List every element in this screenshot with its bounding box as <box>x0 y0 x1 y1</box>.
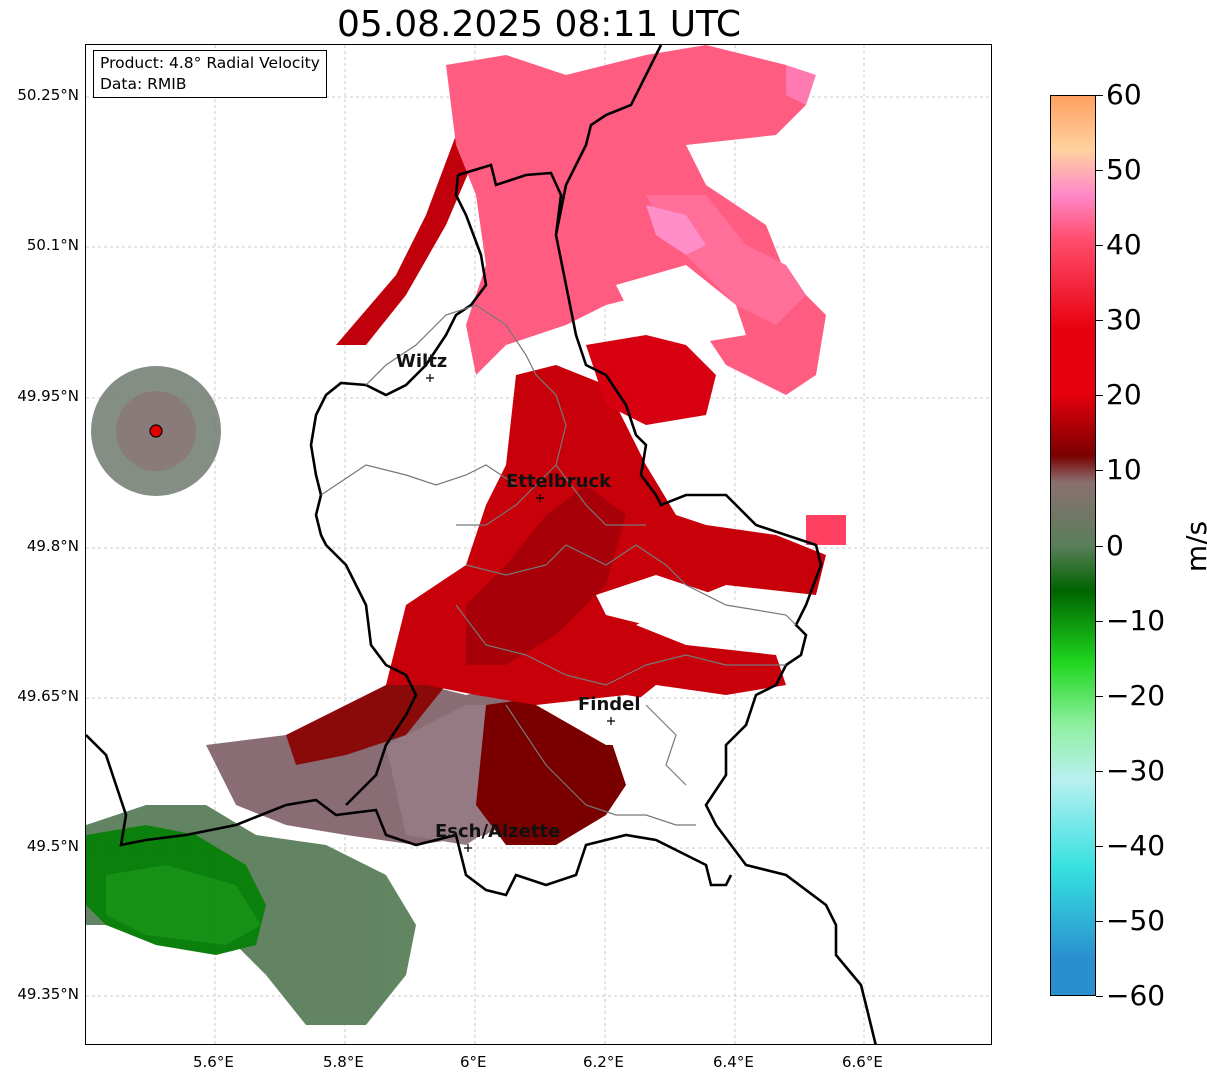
city-label-findel: Findel <box>578 694 641 715</box>
colorbar-tick-mark <box>1096 845 1103 847</box>
district-borders <box>320 304 797 826</box>
colorbar-tick-mark <box>1096 170 1103 172</box>
radar-echo-southwest <box>86 805 416 1025</box>
colorbar-tick-mark <box>1096 395 1103 397</box>
map-title: 05.08.2025 08:11 UTC <box>336 4 742 45</box>
colorbar-tick-label: 50 <box>1106 153 1142 187</box>
city-marker-findel <box>607 717 615 725</box>
lon-tick-label: 5.6°E <box>193 1053 234 1071</box>
colorbar-tick-label: −10 <box>1106 603 1166 637</box>
lat-tick-label: 49.95°N <box>17 387 79 405</box>
colorbar-tick-mark <box>1096 996 1103 997</box>
colorbar-tick-mark <box>1096 695 1103 697</box>
lon-tick-label: 6.4°E <box>713 1053 754 1071</box>
colorbar-tick-mark <box>1096 470 1103 472</box>
radar-echo-red <box>336 135 826 725</box>
city-label-esch-alzette: Esch/Alzette <box>435 821 561 842</box>
radar-site-west <box>91 366 221 496</box>
velocity-colorbar <box>1050 95 1096 996</box>
lat-tick-label: 50.1°N <box>26 236 79 254</box>
radar-location-icon <box>149 424 163 438</box>
radar-map[interactable] <box>85 44 992 1045</box>
lat-tick-label: 49.35°N <box>17 985 79 1003</box>
lat-tick-label: 49.8°N <box>26 537 79 555</box>
colorbar-tick-mark <box>1096 920 1103 922</box>
colorbar-tick-label: 0 <box>1106 528 1124 562</box>
colorbar-tick-label: 10 <box>1106 453 1142 487</box>
colorbar-tick-label: 30 <box>1106 303 1142 337</box>
colorbar-tick-mark <box>1096 320 1103 322</box>
city-label-ettelbruck: Ettelbruck <box>506 471 612 492</box>
city-marker-wiltz <box>426 374 434 382</box>
data-source-label: Data: RMIB <box>100 75 187 93</box>
colorbar-unit-label: m/s <box>1180 520 1207 573</box>
lon-tick-label: 6.2°E <box>583 1053 624 1071</box>
lon-tick-label: 6.6°E <box>842 1053 883 1071</box>
product-info-box: Product: 4.8° Radial Velocity Data: RMIB <box>93 50 327 98</box>
national-borders <box>86 45 877 1044</box>
colorbar-tick-label: −60 <box>1106 979 1166 1012</box>
colorbar-tick-label: −40 <box>1106 828 1166 862</box>
lat-tick-label: 49.65°N <box>17 687 79 705</box>
colorbar-tick-mark <box>1096 95 1103 96</box>
colorbar-tick-label: −20 <box>1106 678 1166 712</box>
city-marker-esch-alzette <box>464 844 472 852</box>
city-marker-ettelbruck <box>536 494 544 502</box>
city-label-wiltz: Wiltz <box>396 351 448 372</box>
city-markers <box>426 374 615 852</box>
colorbar-tick-label: 40 <box>1106 228 1142 262</box>
product-label: Product: 4.8° Radial Velocity <box>100 54 320 72</box>
lon-tick-label: 6°E <box>460 1053 487 1071</box>
colorbar-tick-label: 20 <box>1106 378 1142 412</box>
colorbar-tick-label: −50 <box>1106 903 1166 937</box>
radar-map-canvas <box>86 45 991 1044</box>
lat-tick-label: 50.25°N <box>17 86 79 104</box>
colorbar-tick-label: 60 <box>1106 78 1142 111</box>
lon-tick-label: 5.8°E <box>323 1053 364 1071</box>
colorbar-tick-mark <box>1096 245 1103 247</box>
colorbar-tick-mark <box>1096 545 1103 547</box>
lat-tick-label: 49.5°N <box>26 837 79 855</box>
colorbar-tick-mark <box>1096 770 1103 772</box>
colorbar-tick-label: −30 <box>1106 753 1166 787</box>
colorbar-tick-mark <box>1096 620 1103 622</box>
